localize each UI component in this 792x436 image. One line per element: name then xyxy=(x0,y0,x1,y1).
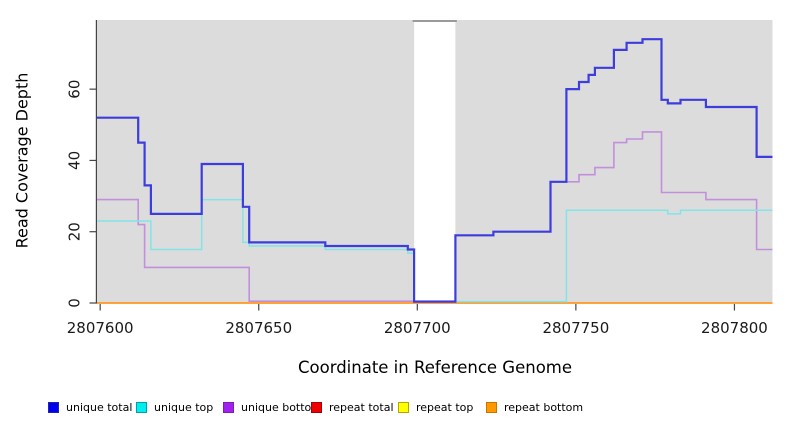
masked-region xyxy=(414,20,456,303)
svg-text:2807600: 2807600 xyxy=(67,319,134,337)
svg-text:2807700: 2807700 xyxy=(384,319,451,337)
svg-text:20: 20 xyxy=(66,222,84,241)
series-unique-total xyxy=(97,38,773,303)
series-unique-top xyxy=(97,198,773,303)
y-axis-ticks: 0 20 40 60 xyxy=(66,80,97,308)
series-group xyxy=(97,38,773,304)
x-axis-ticks: 2807600 2807650 2807700 2807750 2807800 xyxy=(67,304,768,337)
svg-text:2807650: 2807650 xyxy=(225,319,292,337)
series-unique-bottom xyxy=(97,131,773,302)
svg-text:2807800: 2807800 xyxy=(701,319,768,337)
y-axis-title: Read Coverage Depth xyxy=(12,72,32,249)
svg-text:0: 0 xyxy=(66,298,84,308)
x-axis-title: Coordinate in Reference Genome xyxy=(297,358,573,377)
svg-text:2807750: 2807750 xyxy=(542,319,609,337)
svg-text:60: 60 xyxy=(66,80,84,99)
svg-text:40: 40 xyxy=(66,151,84,170)
